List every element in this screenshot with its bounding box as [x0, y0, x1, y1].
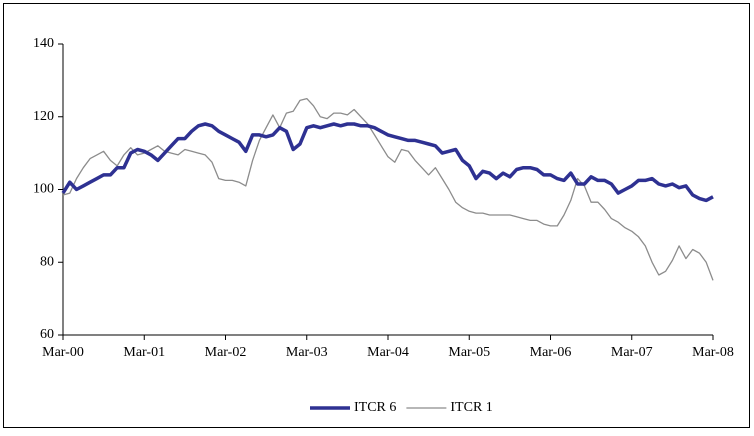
y-tick-label: 140 — [33, 36, 54, 51]
x-tick-label: Mar-01 — [123, 345, 165, 360]
x-tick-label: Mar-05 — [448, 345, 490, 360]
legend-label: ITCR 1 — [450, 400, 492, 415]
y-tick-label: 60 — [40, 327, 54, 342]
y-tick-label: 80 — [40, 254, 54, 269]
line-series — [62, 97, 714, 281]
y-tick-label: 120 — [33, 109, 54, 124]
x-tick-label: Mar-00 — [42, 345, 84, 360]
x-tick-label: Mar-06 — [530, 345, 572, 360]
x-tick-label: Mar-02 — [205, 345, 247, 360]
legend-label: ITCR 6 — [354, 400, 396, 415]
y-tick-label: 100 — [33, 182, 54, 197]
x-tick-label: Mar-08 — [692, 345, 734, 360]
x-tick-label: Mar-07 — [611, 345, 653, 360]
x-tick-label: Mar-03 — [286, 345, 328, 360]
x-tick-label: Mar-04 — [367, 345, 409, 360]
chart-border — [3, 3, 750, 428]
line-series — [61, 122, 714, 203]
